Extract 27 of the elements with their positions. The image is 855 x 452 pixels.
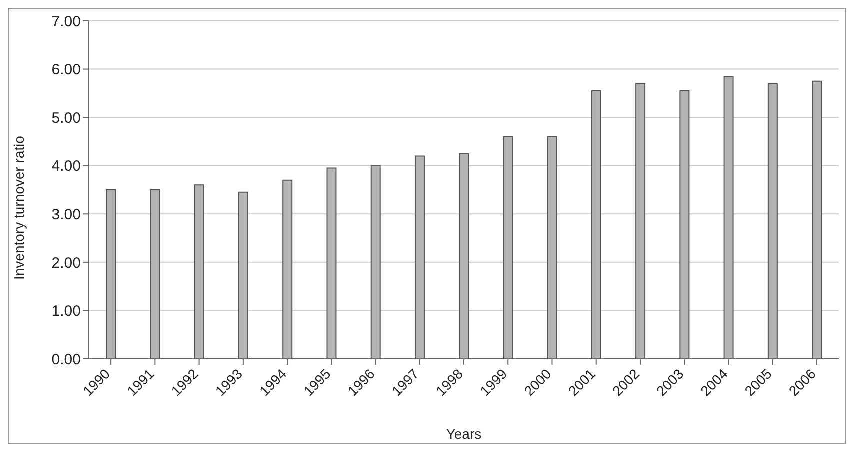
bar <box>106 190 116 359</box>
y-tick-label: 4.00 <box>52 158 81 176</box>
bar <box>326 168 337 359</box>
y-tick-label: 5.00 <box>52 110 81 127</box>
bar <box>680 90 690 359</box>
y-tick-label: 3.00 <box>52 206 81 224</box>
y-tick-label: 7.00 <box>52 13 81 30</box>
bar <box>591 90 602 359</box>
bar <box>282 180 293 359</box>
y-tick-label: 1.00 <box>52 303 81 320</box>
bar <box>812 80 822 359</box>
bar <box>547 136 558 359</box>
bar <box>724 76 734 359</box>
bar <box>150 190 160 359</box>
y-tick-label: 0.00 <box>52 351 81 368</box>
bar <box>459 153 470 359</box>
y-tick-label: 2.00 <box>52 254 81 272</box>
bar <box>503 136 514 359</box>
y-axis-title: Inventory turnover ratio <box>10 136 27 280</box>
bar <box>768 83 778 359</box>
bar <box>414 156 425 359</box>
bar <box>238 192 248 359</box>
y-tick-label: 6.00 <box>52 62 81 79</box>
x-axis-title: Years <box>446 426 482 442</box>
bar <box>194 184 204 359</box>
bar <box>636 83 646 359</box>
bar <box>370 165 381 359</box>
